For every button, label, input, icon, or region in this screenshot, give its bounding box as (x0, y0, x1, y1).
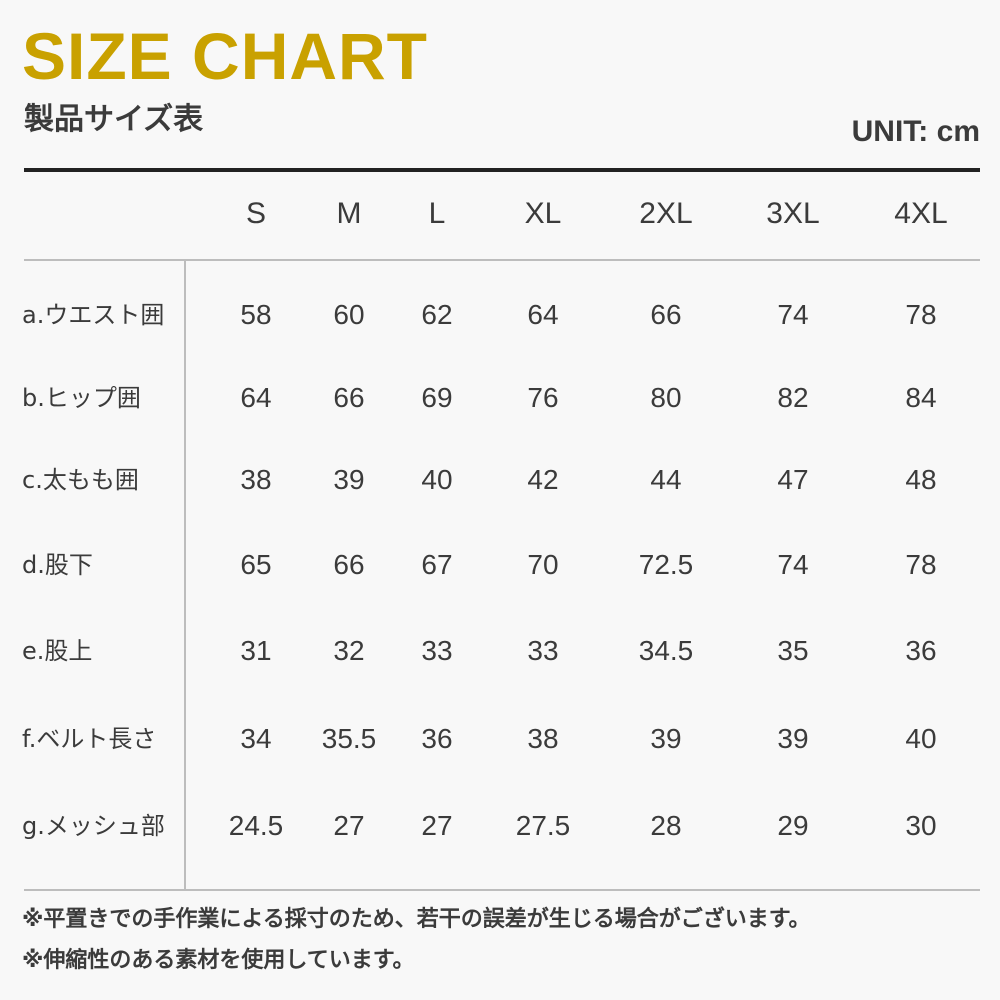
table-cell: 38 (527, 723, 559, 754)
table-cell: 82 (777, 382, 809, 413)
table-cell: 24.5 (228, 810, 284, 841)
table-cell: 65 (240, 549, 272, 580)
note-stretch: ※伸縮性のある素材を使用しています。 (22, 948, 415, 973)
table-cell: 66 (650, 299, 682, 330)
table-cell: 69 (421, 382, 453, 413)
column-header-size: S (245, 197, 266, 230)
table-cell: 31 (240, 635, 272, 666)
page-subtitle: 製品サイズ表 (24, 102, 204, 137)
column-header-size: L (428, 197, 446, 230)
table-cell: 40 (905, 723, 937, 754)
row-label: a.ウエスト囲 (22, 301, 165, 329)
row-label: c.太もも囲 (22, 466, 139, 494)
column-header-size: 4XL (894, 197, 948, 230)
table-cell: 60 (333, 299, 365, 330)
table-cell: 39 (650, 723, 682, 754)
table-cell: 34.5 (638, 635, 694, 666)
table-cell: 33 (527, 635, 559, 666)
table-cell: 29 (777, 810, 809, 841)
row-label: e.股上 (22, 637, 93, 665)
column-header-size: 3XL (766, 197, 820, 230)
row-label: f.ベルト長さ (22, 725, 157, 753)
table-cell: 67 (421, 549, 453, 580)
table-cell: 78 (905, 549, 937, 580)
top-divider (24, 168, 980, 172)
table-cell: 28 (650, 810, 682, 841)
table-cell: 47 (777, 464, 809, 495)
table-cell: 62 (421, 299, 453, 330)
row-label: d.股下 (22, 551, 93, 579)
page-title: SIZE CHART (22, 19, 428, 93)
column-header-size: XL (524, 197, 562, 230)
column-header-size: M (336, 197, 362, 230)
unit-label: UNIT: cm (851, 115, 980, 148)
table-cell: 74 (777, 549, 809, 580)
table-cell: 30 (905, 810, 937, 841)
table-cell: 42 (527, 464, 559, 495)
label-column-divider (184, 260, 186, 890)
table-cell: 39 (777, 723, 809, 754)
table-cell: 27 (333, 810, 365, 841)
table-cell: 66 (333, 382, 365, 413)
row-label: g.メッシュ部 (22, 812, 165, 840)
table-cell: 64 (240, 382, 272, 413)
table-cell: 40 (421, 464, 453, 495)
table-cell: 33 (421, 635, 453, 666)
table-cell: 35 (777, 635, 809, 666)
row-label: b.ヒップ囲 (22, 384, 141, 412)
table-cell: 76 (527, 382, 559, 413)
table-cell: 84 (905, 382, 937, 413)
table-cell: 48 (905, 464, 937, 495)
header-divider (24, 259, 980, 261)
table-cell: 80 (650, 382, 682, 413)
note-measurement: ※平置きでの手作業による採寸のため、若干の誤差が生じる場合がございます。 (22, 907, 811, 932)
table-cell: 70 (527, 549, 559, 580)
column-header-size: 2XL (639, 197, 693, 230)
table-cell: 36 (421, 723, 453, 754)
table-cell: 64 (527, 299, 559, 330)
table-cell: 36 (905, 635, 937, 666)
table-cell: 58 (240, 299, 272, 330)
table-cell: 35.5 (321, 723, 377, 754)
table-cell: 27 (421, 810, 453, 841)
table-cell: 32 (333, 635, 365, 666)
table-cell: 44 (650, 464, 682, 495)
table-cell: 39 (333, 464, 365, 495)
table-cell: 27.5 (515, 810, 571, 841)
table-cell: 38 (240, 464, 272, 495)
table-cell: 66 (333, 549, 365, 580)
table-cell: 34 (240, 723, 272, 754)
table-cell: 74 (777, 299, 809, 330)
table-cell: 72.5 (638, 549, 694, 580)
bottom-divider (24, 889, 980, 891)
table-cell: 78 (905, 299, 937, 330)
